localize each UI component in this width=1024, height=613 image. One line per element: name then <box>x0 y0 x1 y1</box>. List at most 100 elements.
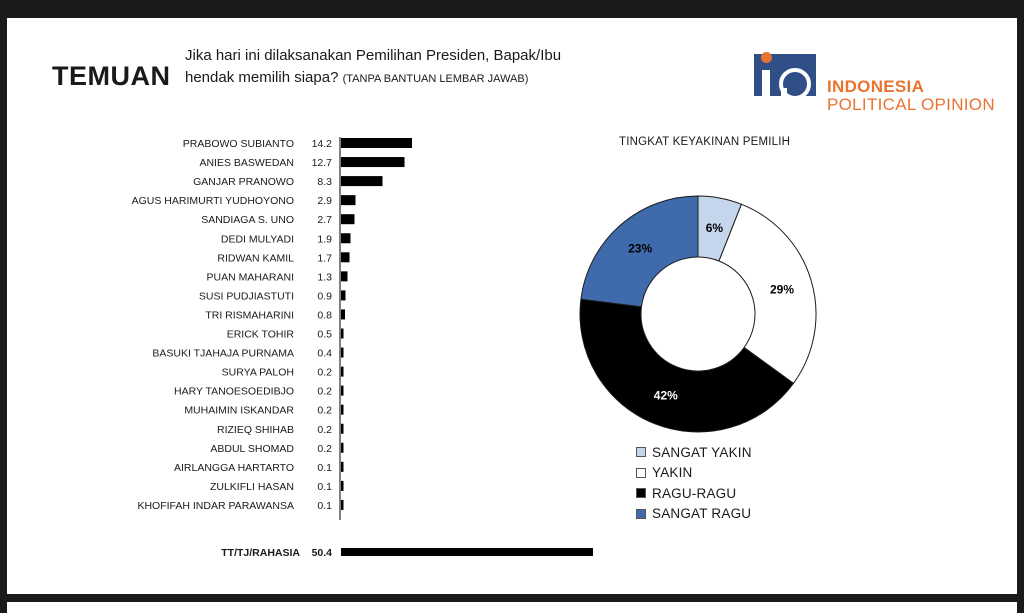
bar-value-label: 0.2 <box>317 405 332 417</box>
donut-slice-label: 29% <box>770 283 794 297</box>
logo-dot <box>761 52 772 63</box>
donut-slice <box>580 195 699 308</box>
bar-value-label: 0.2 <box>317 443 332 455</box>
bar-category-label: MUHAIMIN ISKANDAR <box>184 405 294 417</box>
question-line-1: Jika hari ini dilaksanakan Pemilihan Pre… <box>185 47 562 64</box>
logo-name-line-1: INDONESIA <box>827 77 925 96</box>
bar-category-label: ERICK TOHIR <box>227 329 295 341</box>
donut-slice-label: 42% <box>654 388 678 402</box>
logo-letter-i <box>762 70 770 98</box>
legend-swatch <box>636 488 646 499</box>
legend-swatch <box>636 467 646 478</box>
bar-category-label: GANJAR PRANOWO <box>193 176 294 188</box>
bar-value-label: 8.3 <box>317 176 332 188</box>
legend-item: SANGAT YAKIN <box>636 442 752 463</box>
bar <box>341 176 383 187</box>
legend-label: YAKIN <box>652 465 693 481</box>
legend-item: SANGAT RAGU <box>636 504 752 525</box>
bar-category-label: PUAN MAHARANI <box>206 271 294 283</box>
donut-slice <box>718 203 817 385</box>
bar <box>341 423 344 434</box>
bar-value-label: 2.7 <box>317 214 332 226</box>
bar-value-label: 0.5 <box>317 329 332 341</box>
bar <box>341 195 356 206</box>
legend-item: YAKIN <box>636 463 752 484</box>
bar-value-label: 2.9 <box>317 195 332 207</box>
donut-chart-title: TINGKAT KEYAKINAN PEMILIH <box>619 136 791 148</box>
bar-value-label: 0.1 <box>317 500 332 512</box>
bar <box>341 347 344 358</box>
bar-value-label: 0.2 <box>317 367 332 379</box>
total-bar <box>341 548 593 556</box>
bar <box>341 461 344 472</box>
bar-category-label: SUSI PUDJIASTUTI <box>199 290 294 302</box>
legend-item: RAGU-RAGU <box>636 483 752 504</box>
bar-value-label: 14.2 <box>312 138 333 150</box>
bar <box>341 385 344 396</box>
legend-label: SANGAT RAGU <box>652 506 752 522</box>
bar <box>341 309 345 320</box>
bar <box>341 214 355 225</box>
bar-category-label: DEDI MULYADI <box>221 233 294 245</box>
bar-category-label: SURYA PALOH <box>222 367 294 379</box>
bar-category-label: RIDWAN KAMIL <box>217 252 294 264</box>
bar-category-label: SANDIAGA S. UNO <box>201 214 294 226</box>
logo-name-line-2: POLITICAL OPINION <box>827 95 995 114</box>
bar-value-label: 0.2 <box>317 424 332 436</box>
confidence-donut-chart: 6% 29% 42% 23% <box>579 195 817 433</box>
bar <box>341 328 344 339</box>
bar-value-label: 0.2 <box>317 386 332 398</box>
legend-label: RAGU-RAGU <box>652 485 737 501</box>
bar-category-label: AIRLANGGA HARTARTO <box>174 462 294 474</box>
total-value-label: 50.4 <box>312 547 333 559</box>
bar-category-label: TRI RISMAHARINI <box>205 309 294 321</box>
bar <box>341 157 405 168</box>
bar-value-label: 0.1 <box>317 462 332 474</box>
bar-value-label: 1.3 <box>317 271 332 283</box>
bar-category-label: PRABOWO SUBIANTO <box>183 138 294 150</box>
bar <box>341 404 344 415</box>
logo-letter-p-stem <box>781 88 787 102</box>
bar <box>341 480 344 491</box>
donut-slice-label: 6% <box>706 221 724 235</box>
question-text: hendak memilih siapa? <box>185 69 339 86</box>
bar-category-label: ANIES BASWEDAN <box>199 157 294 169</box>
question-line-2: hendak memilih siapa? (TANPA BANTUAN LEM… <box>185 69 528 86</box>
donut-slice <box>579 298 795 433</box>
bar-value-label: 1.9 <box>317 233 332 245</box>
bar-category-label: HARY TANOESOEDIBJO <box>174 386 294 398</box>
candidate-bar-chart: PRABOWO SUBIANTO 14.2 ANIES BASWEDAN 12.7 GA… <box>132 137 593 559</box>
legend-swatch <box>636 508 646 519</box>
logo: INDONESIA POLITICAL OPINION <box>754 42 1014 114</box>
next-slide-edge <box>7 602 1017 613</box>
bar <box>341 290 346 301</box>
bar-category-label: KHOFIFAH INDAR PARAWANSA <box>137 500 294 512</box>
donut-legend: SANGAT YAKIN YAKIN RAGU-RAGU SANGAT RAGU <box>636 442 752 524</box>
bar-category-label: ZULKIFLI HASAN <box>210 481 294 493</box>
bar-category-label: AGUS HARIMURTI YUDHOYONO <box>132 195 294 207</box>
bar <box>341 442 344 453</box>
bar-value-label: 0.8 <box>317 309 332 321</box>
legend-swatch <box>636 447 646 458</box>
bar-category-label: RIZIEQ SHIHAB <box>217 424 294 436</box>
bar-value-label: 0.4 <box>317 348 332 360</box>
slide: TEMUAN Jika hari ini dilaksanakan Pemili… <box>7 18 1017 594</box>
page-title: TEMUAN <box>52 61 171 91</box>
bar-category-label: BASUKI TJAHAJA PURNAMA <box>152 348 294 360</box>
question-note: (TANPA BANTUAN LEMBAR JAWAB) <box>342 73 529 85</box>
bar-value-label: 0.1 <box>317 481 332 493</box>
bar <box>341 499 344 510</box>
bar <box>341 138 412 148</box>
bar-value-label: 1.7 <box>317 252 332 264</box>
bar-value-label: 0.9 <box>317 290 332 302</box>
total-category-label: TT/TJ/RAHASIA <box>221 547 300 559</box>
legend-label: SANGAT YAKIN <box>652 444 752 460</box>
bar <box>341 252 350 263</box>
bar-category-label: ABDUL SHOMAD <box>210 443 294 455</box>
logo-letter-p <box>779 68 811 100</box>
bar-value-label: 12.7 <box>312 157 333 169</box>
bar <box>341 233 351 244</box>
bar <box>341 366 344 377</box>
logo-mark <box>754 52 816 102</box>
bar <box>341 271 348 282</box>
